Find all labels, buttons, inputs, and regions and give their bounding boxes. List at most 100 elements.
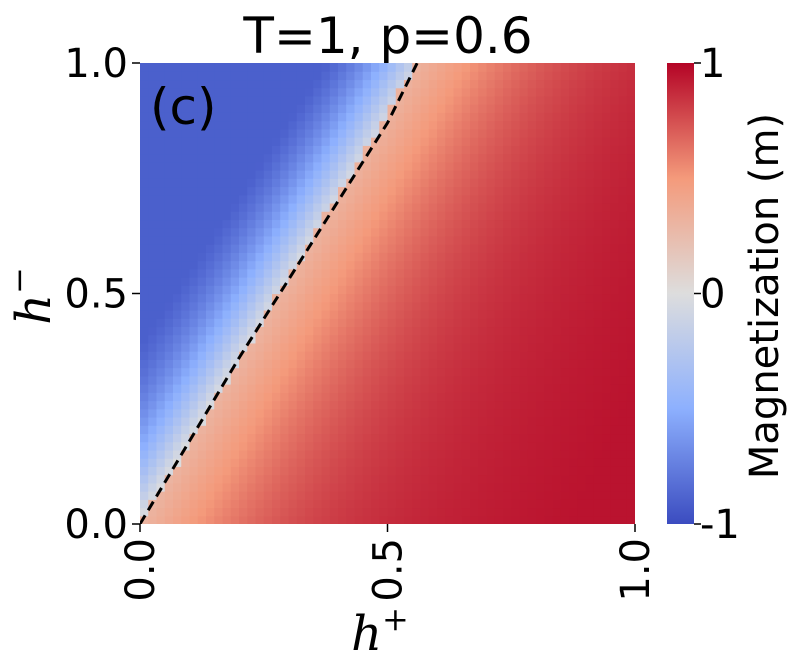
heatmap-cell bbox=[272, 244, 281, 253]
heatmap-cell bbox=[189, 359, 199, 369]
heatmap-cell bbox=[470, 293, 479, 303]
heatmap-cell bbox=[404, 285, 413, 295]
heatmap-cell bbox=[404, 507, 413, 517]
heatmap-cell bbox=[247, 260, 257, 270]
heatmap-cell bbox=[313, 145, 323, 155]
heatmap-cell bbox=[503, 260, 512, 270]
heatmap-cell bbox=[329, 252, 339, 262]
heatmap-cell bbox=[544, 416, 554, 426]
heatmap-cell bbox=[544, 474, 554, 484]
heatmap-cell bbox=[470, 285, 479, 295]
heatmap-cell bbox=[602, 408, 611, 418]
heatmap-cell bbox=[263, 227, 273, 237]
heatmap-cell bbox=[329, 104, 339, 113]
heatmap-cell bbox=[255, 219, 265, 229]
heatmap-cell bbox=[602, 161, 611, 171]
heatmap-cell bbox=[346, 63, 356, 72]
heatmap-cell bbox=[420, 416, 430, 426]
heatmap-cell bbox=[585, 120, 595, 130]
heatmap-cell bbox=[420, 260, 430, 270]
heatmap-cell bbox=[560, 400, 570, 410]
heatmap-cell bbox=[173, 400, 182, 410]
heatmap-cell bbox=[346, 482, 356, 492]
heatmap-cell bbox=[379, 211, 389, 221]
heatmap-cell bbox=[618, 359, 628, 369]
heatmap-cell bbox=[470, 441, 479, 451]
heatmap-cell bbox=[329, 79, 339, 89]
heatmap-cell bbox=[470, 219, 479, 229]
heatmap-cell bbox=[354, 227, 364, 237]
heatmap-cell bbox=[519, 227, 529, 237]
heatmap-cell bbox=[610, 293, 620, 303]
heatmap-cell bbox=[585, 244, 595, 253]
heatmap-cell bbox=[263, 145, 273, 155]
heatmap-cell bbox=[486, 482, 496, 492]
heatmap-cell bbox=[164, 342, 174, 352]
heatmap-cell bbox=[544, 252, 554, 262]
heatmap-cell bbox=[214, 268, 224, 278]
heatmap-cell bbox=[511, 293, 521, 303]
heatmap-cell bbox=[313, 334, 323, 344]
heatmap-cell bbox=[305, 375, 314, 385]
heatmap-cell bbox=[313, 268, 323, 278]
heatmap-cell bbox=[503, 351, 512, 360]
heatmap-cell bbox=[140, 515, 149, 524]
heatmap-cell bbox=[230, 186, 240, 196]
heatmap-cell bbox=[247, 145, 257, 155]
heatmap-cell bbox=[626, 301, 635, 311]
heatmap-cell bbox=[296, 441, 306, 451]
heatmap-cell bbox=[288, 400, 298, 410]
heatmap-cell bbox=[494, 260, 504, 270]
heatmap-cell bbox=[626, 252, 635, 262]
heatmap-cell bbox=[280, 63, 290, 72]
heatmap-cell bbox=[354, 112, 364, 122]
heatmap-cell bbox=[140, 194, 149, 204]
heatmap-cell bbox=[478, 441, 488, 451]
heatmap-cell bbox=[577, 137, 587, 146]
heatmap-cell bbox=[536, 161, 545, 171]
heatmap-cell bbox=[536, 112, 545, 122]
heatmap-cell bbox=[453, 71, 463, 81]
heatmap-cell bbox=[156, 351, 166, 360]
heatmap-cell bbox=[420, 244, 430, 253]
heatmap-cell bbox=[222, 112, 232, 122]
heatmap-cell bbox=[560, 367, 570, 377]
heatmap-cell bbox=[511, 137, 521, 146]
heatmap-cell bbox=[296, 334, 306, 344]
heatmap-cell bbox=[610, 79, 620, 89]
x-tick-label: 0.5 bbox=[366, 538, 412, 602]
heatmap-cell bbox=[618, 499, 628, 509]
heatmap-cell bbox=[437, 202, 446, 212]
heatmap-cell bbox=[354, 507, 364, 517]
heatmap-cell bbox=[214, 491, 224, 500]
heatmap-cell bbox=[321, 153, 331, 163]
heatmap-cell bbox=[371, 63, 380, 72]
heatmap-cell bbox=[577, 309, 587, 319]
heatmap-cell bbox=[255, 120, 265, 130]
heatmap-cell bbox=[362, 235, 372, 245]
heatmap-cell bbox=[288, 63, 298, 72]
heatmap-cell bbox=[362, 425, 372, 435]
heatmap-cell bbox=[453, 433, 463, 443]
heatmap-cell bbox=[470, 104, 479, 113]
heatmap-cell bbox=[560, 71, 570, 81]
heatmap-cell bbox=[610, 375, 620, 385]
heatmap-cell bbox=[255, 268, 265, 278]
heatmap-cell bbox=[387, 309, 397, 319]
heatmap-cell bbox=[222, 466, 232, 476]
heatmap-cell bbox=[148, 112, 158, 122]
heatmap-cell bbox=[494, 285, 504, 295]
heatmap-cell bbox=[618, 112, 628, 122]
heatmap-cell bbox=[247, 318, 257, 328]
heatmap-cell bbox=[618, 334, 628, 344]
heatmap-cell bbox=[247, 474, 257, 484]
heatmap-cell bbox=[214, 63, 224, 72]
heatmap-cell bbox=[420, 145, 430, 155]
heatmap-cell bbox=[288, 128, 298, 138]
heatmap-cell bbox=[585, 425, 595, 435]
heatmap-cell bbox=[230, 482, 240, 492]
heatmap-cell bbox=[428, 318, 438, 328]
heatmap-cell bbox=[214, 318, 224, 328]
heatmap-cell bbox=[197, 244, 207, 253]
heatmap-cell bbox=[247, 87, 257, 97]
